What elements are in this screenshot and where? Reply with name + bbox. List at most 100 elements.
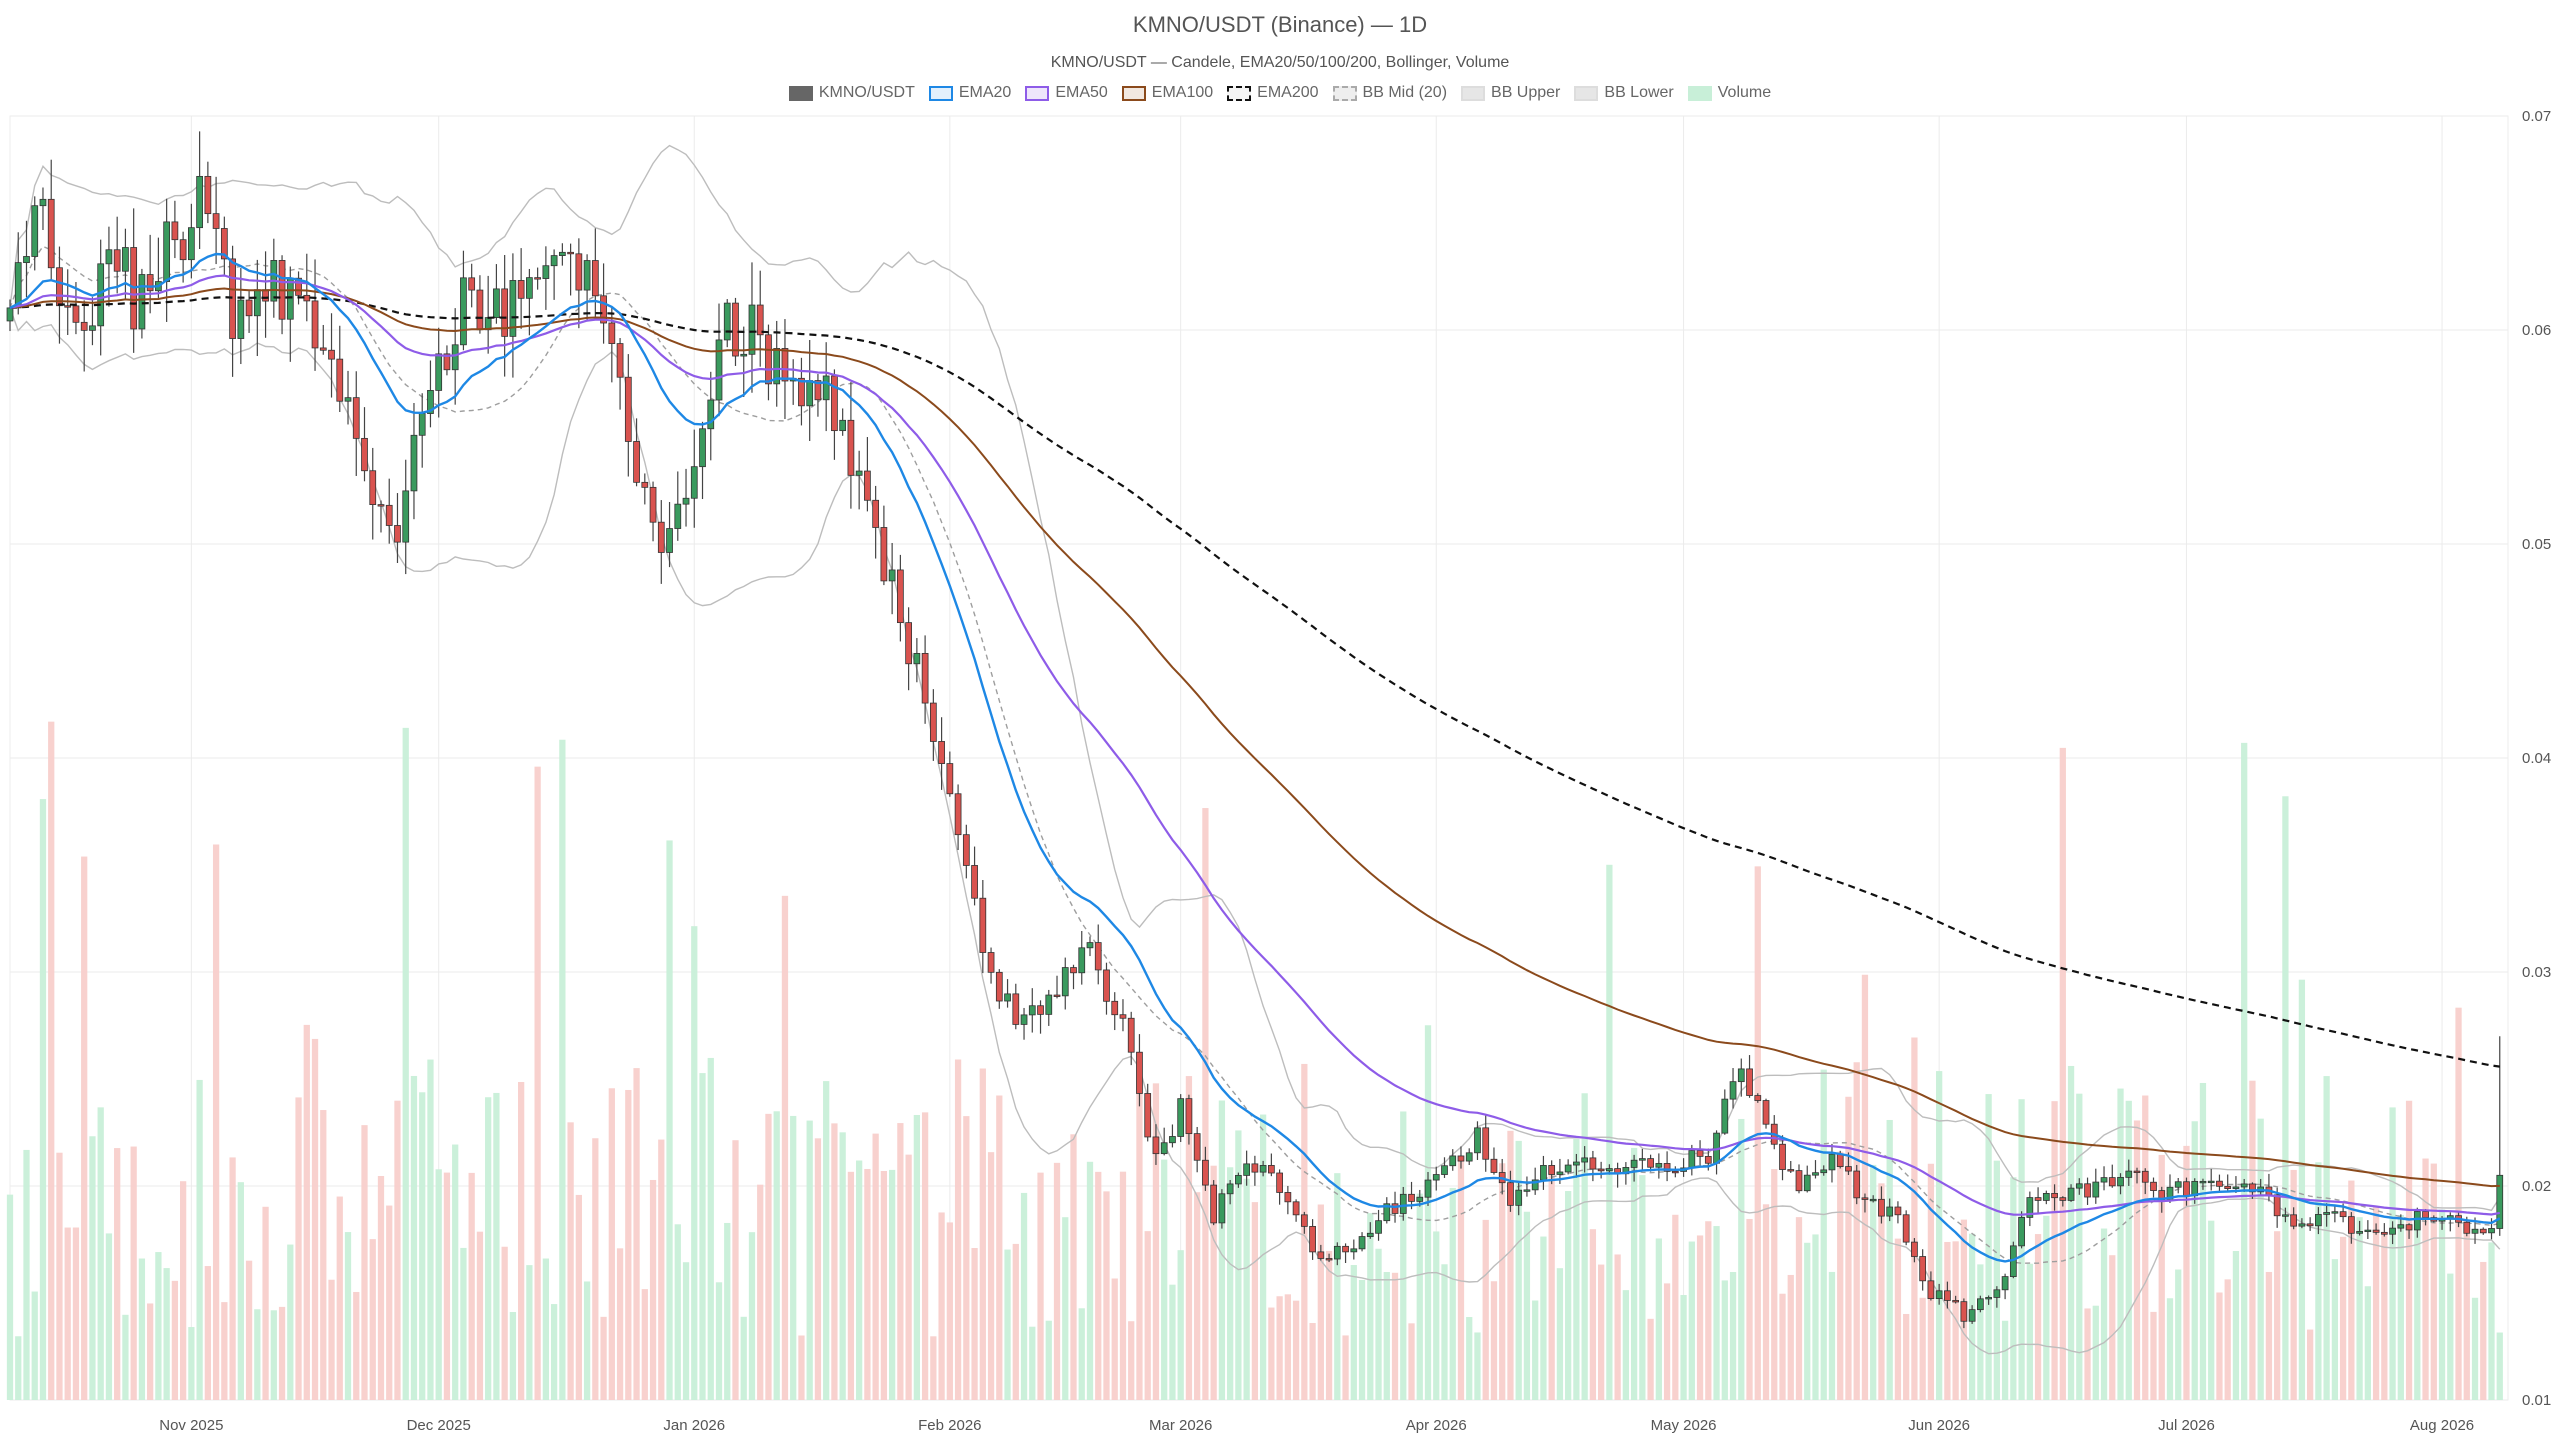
legend-item[interactable]: KMNO/USDT bbox=[788, 84, 915, 102]
volume-bar bbox=[171, 1280, 179, 1400]
candle-body bbox=[1416, 1196, 1424, 1202]
volume-bar bbox=[1375, 1248, 1382, 1400]
volume-bar bbox=[2331, 1259, 2339, 1400]
volume-bar bbox=[1474, 1332, 1481, 1400]
volume-bar bbox=[2001, 1320, 2009, 1400]
legend-item[interactable]: EMA100 bbox=[1121, 84, 1213, 102]
volume-bar bbox=[1762, 1204, 1770, 1400]
volume-bar bbox=[963, 1116, 970, 1400]
volume-bar bbox=[2339, 1236, 2347, 1400]
volume-bar bbox=[2323, 1076, 2330, 1400]
candle-body bbox=[715, 339, 723, 401]
candle-body bbox=[946, 763, 954, 795]
candle-body bbox=[517, 280, 525, 299]
candle-body bbox=[888, 569, 896, 582]
candle-body bbox=[921, 652, 929, 704]
candle-body bbox=[534, 277, 541, 280]
volume-bar bbox=[1243, 1178, 1250, 1400]
legend-item[interactable]: EMA200 bbox=[1227, 84, 1319, 102]
candle-body bbox=[2380, 1231, 2388, 1235]
volume-bar bbox=[880, 1171, 888, 1400]
volume-bar bbox=[608, 1088, 615, 1400]
candle-body bbox=[1004, 993, 1011, 1002]
candle-body bbox=[138, 274, 146, 330]
volume-bar bbox=[1334, 1173, 1341, 1400]
volume-bar bbox=[1573, 1139, 1580, 1400]
y-tick-label: 0.03 bbox=[2522, 964, 2551, 981]
candle-body bbox=[591, 260, 599, 297]
candle-body bbox=[2059, 1197, 2067, 1201]
candle-body bbox=[163, 221, 171, 282]
volume-bar bbox=[1861, 974, 1869, 1400]
legend-item[interactable]: Volume bbox=[1687, 84, 1772, 102]
volume-bar bbox=[732, 1140, 739, 1400]
volume-bar bbox=[320, 1110, 327, 1400]
candle-body bbox=[583, 260, 591, 291]
volume-bar bbox=[1367, 1213, 1374, 1400]
candle-body bbox=[1531, 1179, 1539, 1191]
volume-bar bbox=[979, 1068, 986, 1400]
volume-bar bbox=[254, 1309, 261, 1400]
candle-body bbox=[897, 569, 904, 624]
candle-body bbox=[657, 521, 665, 553]
volume-bar bbox=[1911, 1037, 1918, 1400]
legend-label: Volume bbox=[1717, 84, 1772, 101]
candle-body bbox=[245, 299, 253, 317]
candle-body bbox=[179, 239, 187, 261]
candle-body bbox=[938, 741, 945, 764]
volume-bar bbox=[114, 1148, 121, 1400]
candle-body bbox=[1729, 1081, 1737, 1100]
candle-body bbox=[1523, 1189, 1531, 1192]
candle-body bbox=[1045, 994, 1053, 1015]
volume-bar bbox=[1169, 1284, 1176, 1400]
x-tick-label: Jul 2026 bbox=[2158, 1417, 2215, 1434]
candle-body bbox=[89, 325, 96, 331]
volume-bar bbox=[938, 1212, 945, 1400]
candle-body bbox=[1037, 1005, 1044, 1015]
legend-label: KMNO/USDT bbox=[818, 84, 915, 101]
volume-bar bbox=[1713, 1226, 1720, 1400]
volume-bar bbox=[2348, 1180, 2355, 1400]
volume-bar bbox=[147, 1303, 154, 1400]
candle-body bbox=[674, 503, 682, 529]
candle-body bbox=[2150, 1181, 2157, 1191]
candle-body bbox=[1259, 1165, 1267, 1173]
volume-bar bbox=[616, 1248, 624, 1400]
volume-bar bbox=[2265, 1271, 2273, 1400]
volume-bar bbox=[328, 1279, 335, 1400]
legend-item[interactable]: EMA20 bbox=[928, 84, 1011, 102]
volume-bar bbox=[674, 1224, 681, 1400]
volume-bar bbox=[212, 844, 220, 1400]
candle-body bbox=[765, 334, 772, 385]
volume-bar bbox=[468, 1172, 475, 1400]
candle-body bbox=[1812, 1172, 1819, 1176]
candle-body bbox=[394, 525, 401, 543]
candle-body bbox=[616, 343, 624, 378]
volume-bar bbox=[2100, 1228, 2108, 1400]
candle-body bbox=[1993, 1289, 2001, 1298]
candle-body bbox=[1185, 1098, 1193, 1135]
volume-bar bbox=[1128, 1321, 1135, 1400]
candle-body bbox=[385, 504, 393, 526]
x-tick-label: Aug 2026 bbox=[2410, 1417, 2474, 1434]
legend-item[interactable]: EMA50 bbox=[1025, 84, 1108, 102]
candle-body bbox=[855, 470, 863, 476]
candle-body bbox=[682, 497, 690, 505]
volume-bar bbox=[1185, 1076, 1193, 1400]
legend-item[interactable]: BB Upper bbox=[1461, 84, 1560, 102]
volume-bar bbox=[2191, 1121, 2198, 1400]
candle-body bbox=[39, 198, 47, 207]
volume-bar bbox=[2133, 1120, 2141, 1400]
candle-body bbox=[1911, 1241, 1918, 1257]
legend-item[interactable]: BB Lower bbox=[1574, 84, 1674, 102]
volume-bar bbox=[2463, 1220, 2470, 1400]
candle-body bbox=[2397, 1224, 2405, 1229]
legend-item[interactable]: BB Mid (20) bbox=[1332, 84, 1447, 102]
candle-body bbox=[1251, 1163, 1259, 1173]
x-tick-label: Dec 2025 bbox=[407, 1417, 471, 1434]
volume-bar bbox=[740, 1316, 747, 1400]
candle-body bbox=[31, 205, 39, 257]
candle-body bbox=[971, 865, 978, 899]
volume-bar bbox=[485, 1097, 492, 1400]
volume-bar bbox=[2010, 1177, 2017, 1400]
